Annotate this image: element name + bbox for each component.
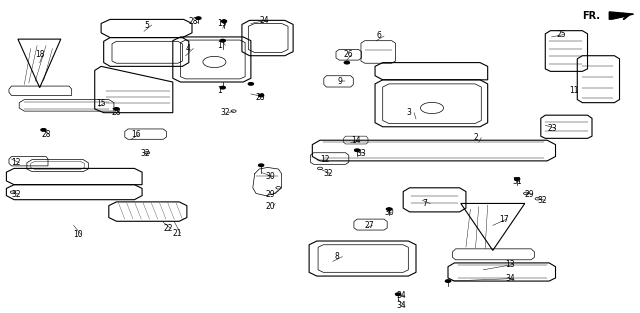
- Circle shape: [355, 149, 360, 151]
- Text: 32: 32: [538, 196, 547, 205]
- Circle shape: [114, 108, 119, 110]
- Text: 2: 2: [474, 133, 478, 142]
- Text: 1: 1: [218, 41, 222, 50]
- Text: 8: 8: [335, 252, 339, 261]
- Text: 15: 15: [96, 99, 106, 108]
- Text: 30: 30: [384, 208, 394, 217]
- Text: 26: 26: [344, 50, 353, 59]
- Text: 22: 22: [163, 224, 173, 233]
- Circle shape: [387, 208, 392, 210]
- Text: 28: 28: [256, 93, 266, 101]
- Text: 34: 34: [397, 301, 406, 310]
- Text: 16: 16: [131, 130, 141, 139]
- Text: 17: 17: [499, 215, 509, 223]
- Circle shape: [248, 83, 253, 85]
- Text: 30: 30: [266, 172, 275, 181]
- Text: 9: 9: [337, 77, 342, 86]
- Text: 21: 21: [173, 229, 182, 238]
- Circle shape: [344, 61, 349, 64]
- Text: 31: 31: [512, 177, 522, 186]
- Text: 10: 10: [74, 230, 83, 239]
- Text: 14: 14: [351, 136, 360, 145]
- Text: 32: 32: [323, 169, 333, 178]
- Circle shape: [221, 20, 227, 23]
- Text: 34: 34: [506, 274, 515, 283]
- Circle shape: [220, 86, 225, 89]
- Text: 28: 28: [112, 108, 122, 117]
- Text: 4: 4: [186, 44, 191, 53]
- Text: 33: 33: [356, 149, 366, 158]
- Text: 19: 19: [218, 19, 227, 28]
- Circle shape: [196, 17, 201, 19]
- Polygon shape: [609, 12, 634, 19]
- Circle shape: [259, 94, 264, 97]
- Text: 18: 18: [35, 50, 45, 59]
- Circle shape: [515, 178, 520, 180]
- Circle shape: [445, 280, 451, 282]
- Text: 24: 24: [259, 16, 269, 25]
- Text: 11: 11: [570, 86, 579, 95]
- Text: 29: 29: [525, 190, 534, 198]
- Text: 7: 7: [422, 199, 428, 208]
- Text: 28: 28: [189, 18, 198, 26]
- Circle shape: [41, 129, 46, 131]
- Text: 20: 20: [266, 202, 275, 211]
- Text: 12: 12: [320, 155, 330, 164]
- Text: 13: 13: [506, 260, 515, 269]
- Circle shape: [396, 293, 401, 295]
- Text: 32: 32: [12, 190, 21, 198]
- Circle shape: [259, 164, 264, 167]
- Text: 5: 5: [144, 21, 149, 29]
- Text: 23: 23: [547, 124, 557, 133]
- Text: 1: 1: [218, 86, 222, 95]
- Text: 32: 32: [141, 149, 150, 158]
- Text: 6: 6: [376, 32, 381, 40]
- Text: 3: 3: [406, 108, 412, 117]
- Circle shape: [220, 39, 225, 42]
- Text: FR.: FR.: [582, 11, 600, 21]
- Text: 12: 12: [12, 158, 21, 167]
- Text: 28: 28: [42, 130, 51, 139]
- Text: 27: 27: [365, 221, 374, 230]
- Text: 32: 32: [221, 108, 230, 117]
- Text: 25: 25: [557, 30, 566, 39]
- Text: 29: 29: [266, 190, 275, 198]
- Text: 34: 34: [397, 291, 406, 300]
